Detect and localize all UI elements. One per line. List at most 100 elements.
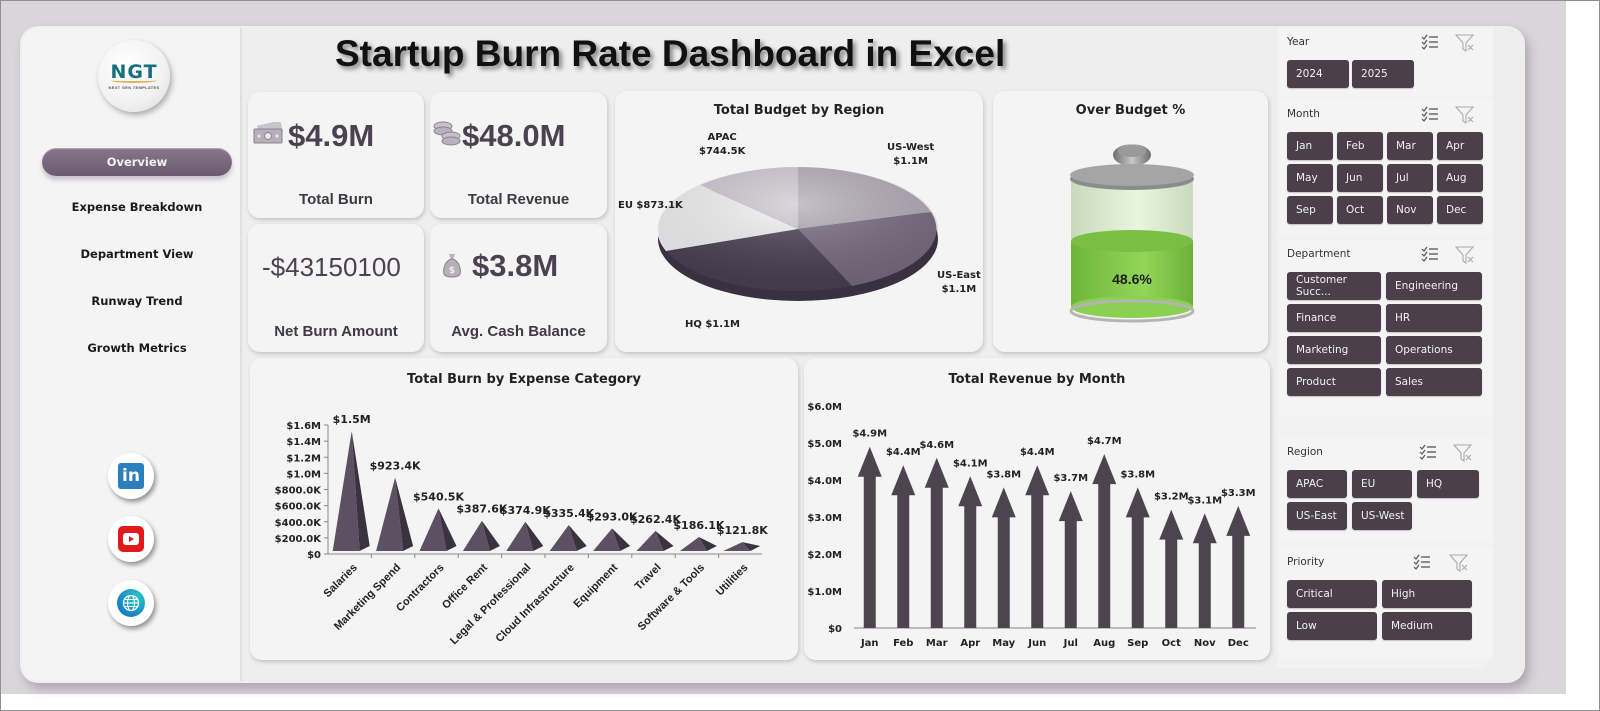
arrow-bar[interactable]: [1192, 513, 1217, 628]
arrow-bar[interactable]: [1159, 509, 1184, 628]
data-label: $121.8K: [717, 524, 768, 537]
arrow-bar[interactable]: [1025, 465, 1050, 628]
revenue-month-chart[interactable]: $0 $1.0M $2.0M $3.0M $4.0M $5.0M $6.0M $4.9M Jan…: [804, 358, 1270, 660]
data-label: $3.1M: [1187, 495, 1222, 506]
x-tick-label: Legal & Professional: [448, 562, 533, 647]
x-tick-label: Sep: [1127, 638, 1148, 649]
arrow-bar[interactable]: [1226, 505, 1251, 628]
slicer-title: Priority: [1287, 556, 1325, 568]
slicer-chip-2025[interactable]: 2025: [1352, 60, 1414, 88]
slicer-chip-medium[interactable]: Medium: [1382, 612, 1472, 640]
nav-department-view[interactable]: Department View: [42, 240, 232, 268]
slicer-month: Month Jan Feb Mar Apr May Jun Jul Aug Sep Oct Nov De…: [1279, 100, 1493, 234]
nav-growth-metrics[interactable]: Growth Metrics: [42, 334, 232, 362]
x-tick-label: Oct: [1162, 638, 1181, 649]
expense-category-chart[interactable]: $0 $200.0K $400.0K $600.0K $800.0K $1.0M $1.2M…: [250, 358, 798, 660]
nav-expense-breakdown[interactable]: Expense Breakdown: [42, 193, 232, 221]
slicer-chip-low[interactable]: Low: [1287, 612, 1377, 640]
arrow-bar[interactable]: [1092, 454, 1117, 628]
ngt-logo[interactable]: NGT NEXT GEN TEMPLATES: [98, 40, 170, 112]
slicer-chip-us-west[interactable]: US-West: [1352, 502, 1412, 530]
multi-select-icon[interactable]: [1419, 444, 1437, 460]
slicer-chip-apac[interactable]: APAC: [1287, 470, 1347, 498]
slicer-chip-high[interactable]: High: [1382, 580, 1472, 608]
slicer-chip-hq[interactable]: HQ: [1417, 470, 1479, 498]
clear-filter-icon[interactable]: [1455, 246, 1475, 264]
y-tick-label: $1.2M: [286, 453, 321, 464]
slicer-chip-oct[interactable]: Oct: [1337, 196, 1383, 224]
slicer-chip-jan[interactable]: Jan: [1287, 132, 1333, 160]
slicer-chip-jul[interactable]: Jul: [1387, 164, 1433, 192]
youtube-button[interactable]: [108, 516, 154, 562]
multi-select-icon[interactable]: [1421, 34, 1439, 50]
slicer-chip-2024[interactable]: 2024: [1287, 60, 1349, 88]
pyramid-bar[interactable]: [636, 530, 674, 551]
slicer-chip-apr[interactable]: Apr: [1437, 132, 1483, 160]
linkedin-button[interactable]: in: [108, 453, 154, 499]
x-tick-label: Salaries: [321, 562, 359, 600]
globe-icon: [117, 589, 145, 617]
slicer-chip-nov[interactable]: Nov: [1387, 196, 1433, 224]
slicer-chip-eu[interactable]: EU: [1352, 470, 1412, 498]
money-bag-icon: $: [443, 254, 461, 278]
pyramid-bar[interactable]: [723, 542, 761, 551]
slicer-chip-operations[interactable]: Operations: [1386, 336, 1482, 364]
pyramid-bar[interactable]: [419, 508, 457, 551]
slicer-chip-jun[interactable]: Jun: [1337, 164, 1383, 192]
arrow-bar[interactable]: [891, 465, 916, 628]
pyramid-bar[interactable]: [506, 521, 544, 551]
clear-filter-icon[interactable]: [1455, 106, 1475, 124]
slicer-chip-aug[interactable]: Aug: [1437, 164, 1483, 192]
clear-filter-icon[interactable]: [1453, 444, 1473, 462]
pyramid-bar[interactable]: [679, 536, 717, 551]
slicer-chip-engineering[interactable]: Engineering: [1386, 272, 1482, 300]
slicer-chip-critical[interactable]: Critical: [1287, 580, 1377, 608]
slicer-chip-feb[interactable]: Feb: [1337, 132, 1383, 160]
pie-chart[interactable]: [655, 157, 945, 302]
y-tick-label: $2.0M: [807, 550, 842, 561]
multi-select-icon[interactable]: [1421, 246, 1439, 262]
arrow-bar[interactable]: [958, 476, 983, 628]
slicer-chip-marketing[interactable]: Marketing: [1287, 336, 1381, 364]
x-tick-label: Dec: [1228, 638, 1249, 649]
slicer-chip-sep[interactable]: Sep: [1287, 196, 1333, 224]
multi-select-icon[interactable]: [1413, 554, 1431, 570]
slicer-chip-mar[interactable]: Mar: [1387, 132, 1433, 160]
data-label: $540.5K: [413, 490, 464, 503]
arrow-bar[interactable]: [857, 446, 882, 628]
nav-overview[interactable]: Overview: [42, 148, 232, 176]
pie-label-us-east: US-East $1.1M: [937, 270, 981, 295]
slicer-chip-customer-succ-[interactable]: Customer Succ...: [1287, 272, 1381, 300]
website-button[interactable]: [108, 580, 154, 626]
data-label: $4.1M: [953, 458, 988, 469]
slicer-chip-product[interactable]: Product: [1287, 368, 1381, 396]
pyramid-bar[interactable]: [332, 431, 370, 551]
pyramid-bar[interactable]: [376, 477, 414, 551]
pyramid-bar[interactable]: [549, 524, 587, 551]
pyramid-bar[interactable]: [593, 528, 631, 551]
arrow-bar[interactable]: [991, 487, 1016, 628]
slicer-chip-hr[interactable]: HR: [1386, 304, 1482, 332]
slicer-chip-finance[interactable]: Finance: [1287, 304, 1381, 332]
multi-select-icon[interactable]: [1421, 106, 1439, 122]
arrow-bar[interactable]: [1125, 487, 1150, 628]
svg-text:$: $: [449, 266, 455, 276]
x-tick-label: May: [992, 638, 1015, 649]
slicer-chip-may[interactable]: May: [1287, 164, 1333, 192]
clear-filter-icon[interactable]: [1449, 554, 1469, 572]
y-tick-label: $4.0M: [807, 476, 842, 487]
arrow-bar[interactable]: [924, 457, 949, 628]
x-tick-label: Aug: [1093, 638, 1115, 649]
y-tick-label: $0: [828, 624, 842, 635]
x-tick-label: Jan: [860, 638, 879, 649]
slicer-chip-dec[interactable]: Dec: [1437, 196, 1483, 224]
kpi-label: Total Revenue: [467, 191, 570, 208]
slicer-chip-us-east[interactable]: US-East: [1287, 502, 1347, 530]
pyramid-bar[interactable]: [462, 520, 500, 551]
slicer-chip-sales[interactable]: Sales: [1386, 368, 1482, 396]
battery-gauge[interactable]: [1069, 139, 1199, 329]
slicer-department: Department Customer Succ... Engineering Fin…: [1279, 240, 1493, 416]
clear-filter-icon[interactable]: [1455, 34, 1475, 52]
nav-runway-trend[interactable]: Runway Trend: [42, 287, 232, 315]
arrow-bar[interactable]: [1058, 491, 1083, 628]
